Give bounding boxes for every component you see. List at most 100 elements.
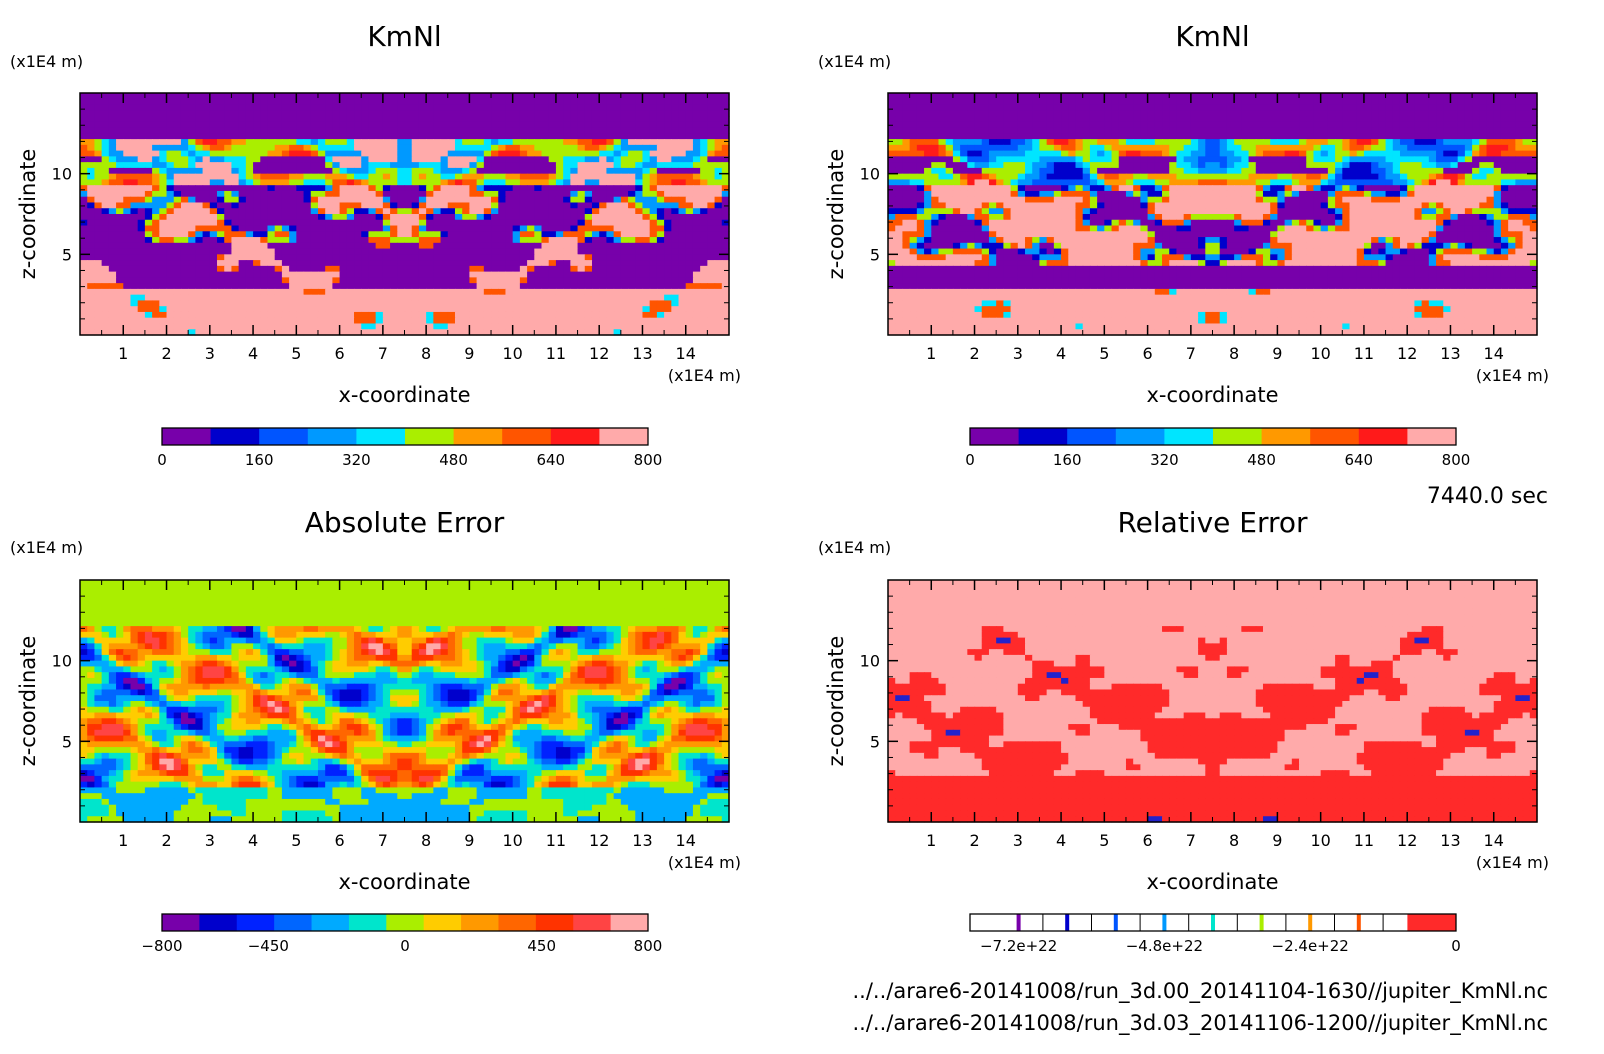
heatmap-cell (239, 185, 247, 191)
heatmap-cell (109, 197, 117, 203)
heatmap-cell (707, 145, 715, 151)
heatmap-cell (707, 243, 715, 249)
heatmap-cell (340, 214, 348, 220)
x-tick-label: 14 (676, 344, 696, 363)
heatmap-cell (390, 156, 398, 162)
heatmap-cell (332, 283, 340, 289)
heatmap-cell (318, 266, 326, 272)
heatmap-cell (469, 202, 477, 208)
heatmap-cell (304, 185, 312, 191)
heatmap-cell (1184, 105, 1192, 111)
heatmap-cell (109, 93, 117, 99)
heatmap-cell (1378, 128, 1386, 134)
heatmap-cell (635, 295, 643, 301)
heatmap-cell (174, 318, 182, 324)
heatmap-cell (130, 318, 138, 324)
heatmap-cell (116, 249, 124, 255)
heatmap-cell (960, 145, 968, 151)
heatmap-cell (426, 179, 434, 185)
heatmap-cell (715, 318, 723, 324)
heatmap-cell (448, 174, 456, 180)
heatmap-cell (1155, 116, 1163, 122)
heatmap-cell (231, 105, 239, 111)
heatmap-cell (556, 300, 564, 306)
heatmap-cell (145, 306, 153, 312)
heatmap-cell (1047, 116, 1055, 122)
heatmap-cell (513, 202, 521, 208)
heatmap-cell (275, 277, 283, 283)
heatmap-cell (679, 272, 687, 278)
heatmap-cell (441, 243, 449, 249)
heatmap-cell (253, 105, 261, 111)
heatmap-cell (448, 226, 456, 232)
heatmap-cell (1039, 145, 1047, 151)
heatmap-cell (477, 151, 485, 157)
heatmap-cell (563, 237, 571, 243)
heatmap-cell (520, 306, 528, 312)
heatmap-cell (556, 231, 564, 237)
heatmap-cell (679, 266, 687, 272)
heatmap-cell (1263, 133, 1271, 139)
heatmap-cell (167, 295, 175, 301)
heatmap-cell (477, 289, 485, 295)
heatmap-cell (246, 266, 254, 272)
heatmap-cell (390, 254, 398, 260)
heatmap-cell (390, 249, 398, 255)
heatmap-cell (376, 110, 384, 116)
heatmap-cell (282, 306, 290, 312)
heatmap-cell (87, 105, 95, 111)
heatmap-cell (282, 318, 290, 324)
heatmap-cell (917, 122, 925, 128)
heatmap-cell (239, 249, 247, 255)
heatmap-cell (563, 174, 571, 180)
heatmap-cell (361, 93, 369, 99)
heatmap-cell (505, 185, 513, 191)
heatmap-cell (679, 191, 687, 197)
heatmap-cell (967, 145, 975, 151)
heatmap-cell (405, 214, 413, 220)
heatmap-cell (102, 179, 110, 185)
heatmap-cell (296, 105, 304, 111)
heatmap-cell (621, 105, 629, 111)
heatmap-cell (549, 289, 557, 295)
heatmap-cell (975, 105, 983, 111)
heatmap-cell (642, 214, 650, 220)
heatmap-cell (397, 231, 405, 237)
heatmap-cell (556, 254, 564, 260)
heatmap-cell (642, 122, 650, 128)
heatmap-cell (145, 105, 153, 111)
heatmap-cell (527, 168, 535, 174)
heatmap-cell (1357, 128, 1365, 134)
heatmap-cell (383, 312, 391, 318)
heatmap-cell (188, 185, 196, 191)
heatmap-cell (888, 99, 896, 105)
heatmap-cell (1472, 93, 1480, 99)
heatmap-cell (159, 133, 167, 139)
heatmap-cell (332, 156, 340, 162)
heatmap-cell (1011, 105, 1019, 111)
heatmap-cell (419, 110, 427, 116)
heatmap-cell (390, 318, 398, 324)
heatmap-cell (1155, 99, 1163, 105)
heatmap-cell (635, 162, 643, 168)
heatmap-cell (707, 254, 715, 260)
heatmap-cell (174, 110, 182, 116)
heatmap-cell (390, 128, 398, 134)
heatmap-cell (354, 272, 362, 278)
heatmap-cell (1112, 116, 1120, 122)
heatmap-cell (902, 105, 910, 111)
heatmap-cell (563, 295, 571, 301)
heatmap-cell (361, 289, 369, 295)
heatmap-cell (267, 145, 275, 151)
heatmap-cell (145, 220, 153, 226)
heatmap-cell (650, 139, 658, 145)
heatmap-cell (188, 162, 196, 168)
heatmap-cell (1241, 93, 1249, 99)
heatmap-cell (210, 231, 218, 237)
heatmap-cell (1032, 99, 1040, 105)
heatmap-cell (614, 105, 622, 111)
heatmap-cell (376, 283, 384, 289)
heatmap-cell (203, 202, 211, 208)
heatmap-cell (195, 185, 203, 191)
heatmap-cell (469, 231, 477, 237)
